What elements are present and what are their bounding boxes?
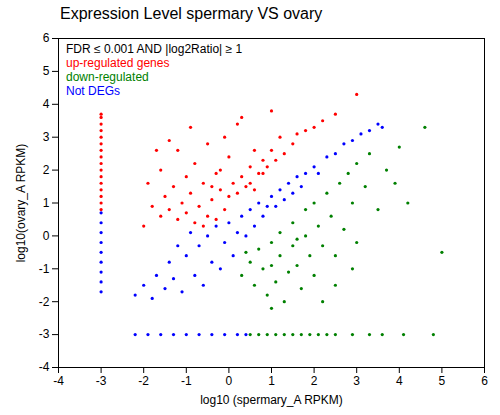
svg-text:6: 6 — [481, 374, 488, 388]
svg-text:-4: -4 — [53, 374, 64, 388]
svg-text:3: 3 — [353, 374, 360, 388]
svg-text:1: 1 — [43, 196, 50, 210]
svg-text:-3: -3 — [96, 374, 107, 388]
svg-text:6: 6 — [43, 31, 50, 45]
svg-text:-2: -2 — [39, 295, 50, 309]
svg-text:-4: -4 — [39, 360, 50, 374]
svg-text:1: 1 — [268, 374, 275, 388]
svg-text:0: 0 — [43, 229, 50, 243]
html-text:Expression Level spermary VS o: Expression Level spermary VS ovary — [60, 5, 323, 22]
svg-text:-2: -2 — [138, 374, 149, 388]
svg-text:0: 0 — [226, 374, 233, 388]
html-text:Not DEGs: Not DEGs — [66, 84, 120, 98]
svg-text:-1: -1 — [181, 374, 192, 388]
svg-text:log10(ovary_A RPKM): log10(ovary_A RPKM) — [14, 144, 28, 263]
html-text:up-regulated genes: up-regulated genes — [66, 56, 170, 70]
svg-text:2: 2 — [311, 374, 318, 388]
svg-text:-1: -1 — [39, 262, 50, 276]
svg-text:5: 5 — [439, 374, 446, 388]
svg-text:log10 (spermary_A RPKM): log10 (spermary_A RPKM) — [200, 393, 343, 407]
svg-text:-3: -3 — [39, 327, 50, 341]
svg-text:4: 4 — [43, 97, 50, 111]
html-text:FDR ≤ 0.001 AND |log2Ratio| ≥: FDR ≤ 0.001 AND |log2Ratio| ≥ 1 — [66, 42, 243, 56]
html-text:down-regulated: down-regulated — [66, 70, 149, 84]
svg-text:4: 4 — [396, 374, 403, 388]
svg-text:3: 3 — [43, 130, 50, 144]
svg-text:5: 5 — [43, 64, 50, 78]
svg-text:2: 2 — [43, 163, 50, 177]
